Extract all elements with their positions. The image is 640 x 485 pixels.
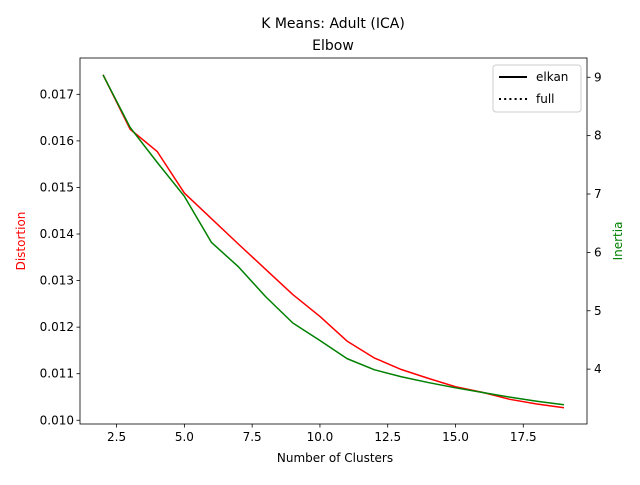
y-right-tick-label: 9 — [594, 70, 602, 84]
plot-frame — [79, 57, 588, 425]
y-left-tick-label: 0.011 — [40, 367, 74, 381]
x-tick-label: 5.0 — [175, 430, 194, 444]
x-tick-label: 17.5 — [510, 430, 537, 444]
y-left-tick-label: 0.017 — [40, 87, 74, 101]
y-right-tick-label: 6 — [594, 245, 602, 259]
y-right-tick-label: 7 — [594, 187, 602, 201]
chart-subtitle: Elbow — [312, 38, 354, 54]
series-line-inertia — [102, 74, 565, 406]
y-left-tick-label: 0.015 — [40, 180, 74, 194]
x-tick-label: 10.0 — [307, 430, 334, 444]
chart-title: K Means: Adult (ICA) — [261, 16, 405, 32]
legend-label-elkan: elkan — [536, 70, 568, 84]
x-tick-label: 12.5 — [374, 430, 401, 444]
legend-label-full: full — [536, 92, 555, 106]
x-tick-label: 2.5 — [107, 430, 126, 444]
series-line-distortion — [102, 74, 565, 409]
y-left-tick-label: 0.013 — [40, 274, 74, 288]
y-right-axis-label: Inertia — [611, 222, 625, 261]
y-left-tick-label: 0.010 — [40, 413, 74, 427]
y-right-tick-label: 8 — [594, 129, 602, 143]
plot-area: 2.5 5.0 7.5 10.0 12.5 15.0 17.5 0.010 0.011 0.012… — [40, 57, 602, 444]
y-left-axis-label: Distortion — [14, 212, 28, 271]
y-right-tick-label: 4 — [594, 362, 602, 376]
x-tick-label: 7.5 — [243, 430, 262, 444]
y-left-tick-label: 0.016 — [40, 134, 74, 148]
y-right-tick-label: 5 — [594, 304, 602, 318]
x-tick-label: 15.0 — [442, 430, 469, 444]
y-left-tick-label: 0.012 — [40, 320, 74, 334]
x-axis-label: Number of Clusters — [277, 451, 393, 465]
legend: elkan full — [492, 64, 582, 113]
y-left-tick-label: 0.014 — [40, 227, 74, 241]
